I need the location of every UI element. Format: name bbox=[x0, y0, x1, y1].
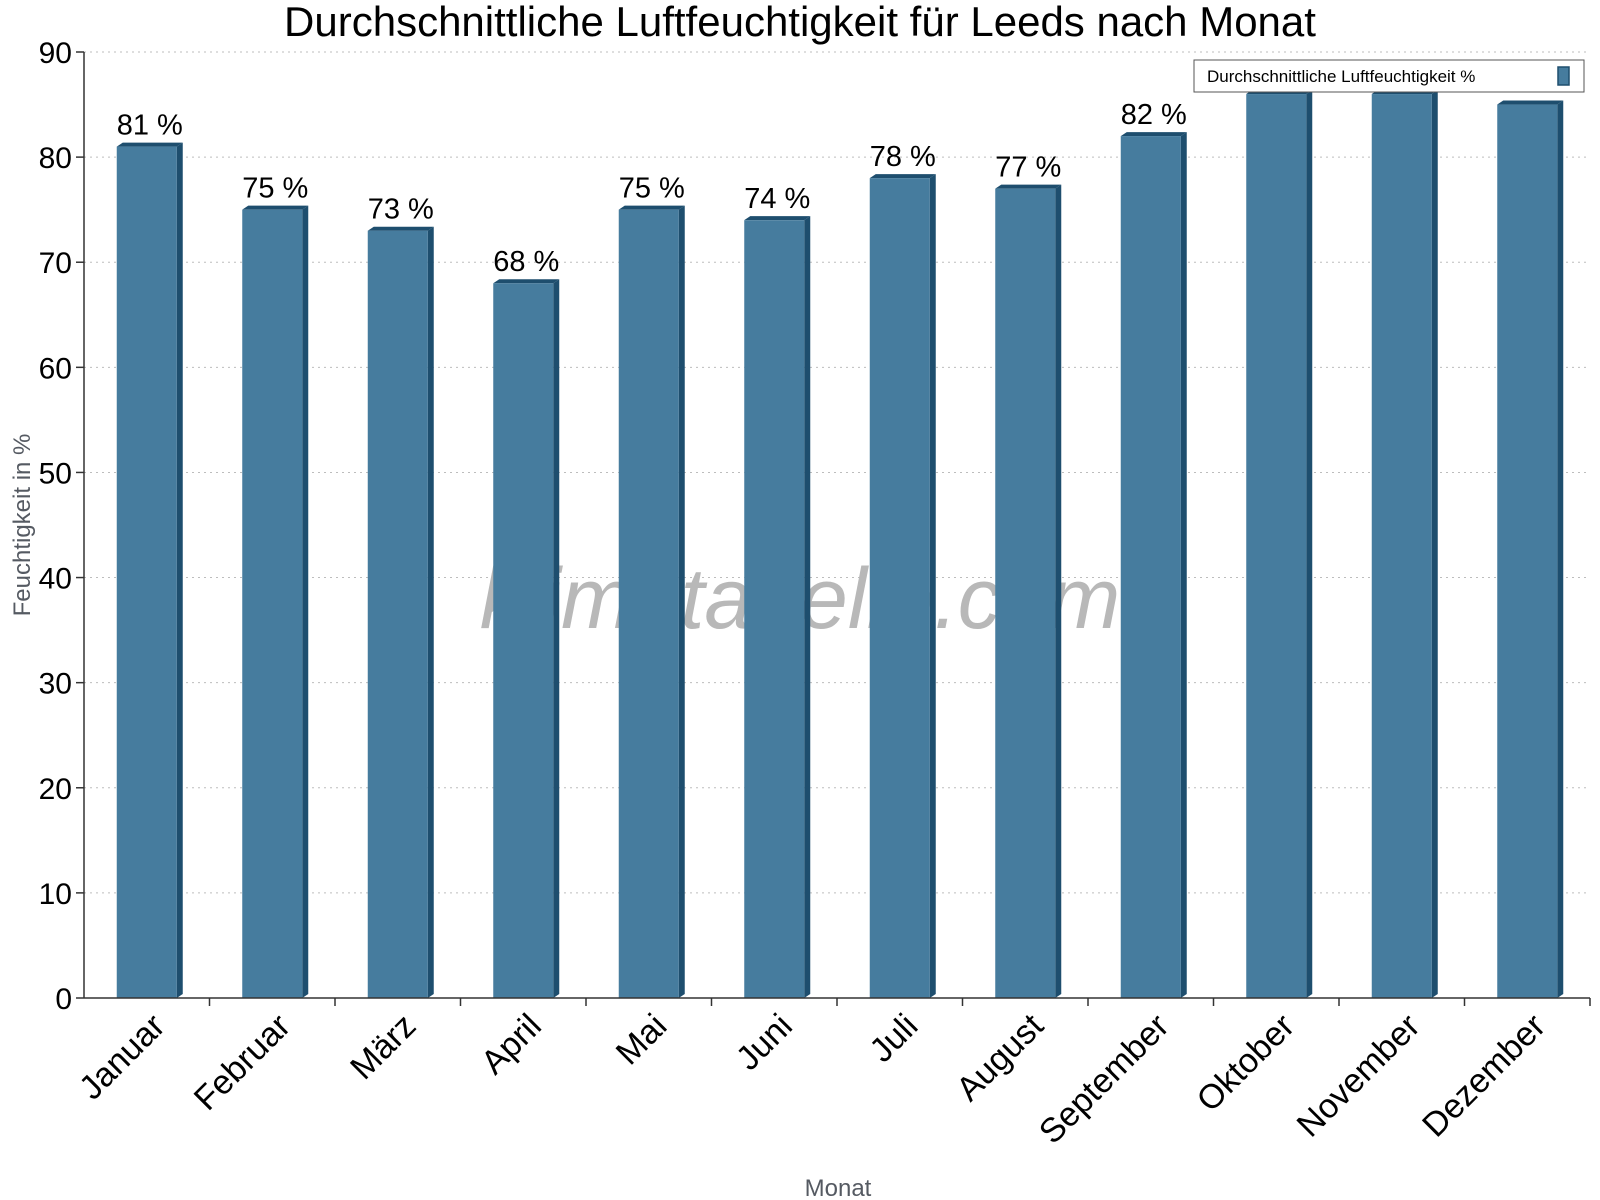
x-tick-label: August bbox=[949, 1006, 1051, 1108]
x-tick-label: Juni bbox=[729, 1007, 800, 1078]
bar-side bbox=[1180, 132, 1187, 999]
data-labels: 81 % 75 % 73 % 68 % 75 % 74 % 78 % 77 % 82 % bbox=[117, 99, 1187, 278]
grid-lines bbox=[84, 51, 1590, 894]
axes bbox=[83, 52, 1590, 999]
bar-top bbox=[242, 205, 309, 210]
bars bbox=[116, 90, 1564, 999]
bar-top bbox=[744, 216, 811, 221]
bar-side bbox=[1055, 184, 1062, 999]
x-tick-label: September bbox=[1032, 1007, 1176, 1151]
y-tick-label: 60 bbox=[39, 352, 72, 385]
x-tick-label: November bbox=[1290, 1007, 1428, 1145]
bar bbox=[1120, 136, 1181, 999]
legend-label: Durchschnittliche Luftfeuchtigkeit % bbox=[1207, 67, 1475, 86]
bar-top bbox=[493, 279, 560, 284]
bar-side bbox=[678, 205, 685, 998]
bar bbox=[1371, 94, 1432, 999]
bar-top bbox=[367, 226, 434, 231]
data-label: 74 % bbox=[744, 183, 810, 215]
bar-side bbox=[302, 205, 309, 998]
y-tick-label: 90 bbox=[39, 37, 72, 70]
bar-top bbox=[1120, 132, 1187, 137]
bar-side bbox=[1306, 90, 1313, 999]
data-label: 75 % bbox=[242, 173, 308, 205]
bar-side bbox=[553, 279, 560, 998]
x-tick-label: März bbox=[343, 1007, 423, 1087]
bar bbox=[995, 188, 1056, 999]
bar-top bbox=[995, 184, 1062, 189]
y-tick-label: 80 bbox=[39, 142, 72, 175]
legend-swatch bbox=[1557, 66, 1570, 86]
x-tick-label: Januar bbox=[72, 1007, 172, 1107]
bar bbox=[116, 146, 177, 999]
y-tick-label: 10 bbox=[39, 878, 72, 911]
bar-side bbox=[427, 226, 434, 998]
bar-top bbox=[618, 205, 685, 210]
data-label: 68 % bbox=[493, 246, 559, 278]
bar bbox=[1246, 94, 1307, 999]
y-axis-title: Feuchtigkeit in % bbox=[9, 434, 36, 617]
bar bbox=[493, 283, 554, 998]
bar bbox=[744, 220, 805, 998]
data-label: 81 % bbox=[117, 110, 183, 142]
y-tick-label: 40 bbox=[39, 563, 72, 596]
data-label: 78 % bbox=[870, 141, 936, 173]
data-label: 73 % bbox=[368, 194, 434, 226]
data-label: 82 % bbox=[1121, 99, 1187, 131]
y-tick-label: 30 bbox=[39, 668, 72, 701]
x-tick-label: Juli bbox=[862, 1007, 925, 1070]
bar-side bbox=[804, 216, 811, 998]
x-tick-label: Mai bbox=[609, 1007, 675, 1073]
bar-side bbox=[1431, 90, 1438, 999]
chart-title: Durchschnittliche Luftfeuchtigkeit für L… bbox=[284, 0, 1316, 45]
legend-box bbox=[1193, 59, 1585, 93]
data-label: 77 % bbox=[995, 152, 1061, 184]
legend: Durchschnittliche Luftfeuchtigkeit % bbox=[1193, 59, 1585, 93]
bar bbox=[1497, 104, 1558, 999]
x-tick-label: Dezember bbox=[1415, 1007, 1553, 1145]
bar bbox=[242, 209, 303, 998]
bar-side bbox=[1557, 100, 1564, 999]
data-label: 75 % bbox=[619, 173, 685, 205]
bar bbox=[618, 209, 679, 998]
y-tick-label: 20 bbox=[39, 773, 72, 806]
y-tick-label: 70 bbox=[39, 247, 72, 280]
bar-side bbox=[176, 142, 183, 999]
x-tick-label: April bbox=[474, 1007, 549, 1082]
bar-top bbox=[869, 174, 936, 179]
x-tick-labels: Januar Februar März April Mai Juni Juli AugustS… bbox=[72, 998, 1591, 1151]
y-tick-label: 0 bbox=[55, 983, 72, 1016]
x-tick-label: Februar bbox=[187, 1007, 298, 1118]
bar bbox=[367, 230, 428, 998]
bar bbox=[869, 178, 930, 999]
x-axis-title: Monat bbox=[805, 1175, 872, 1200]
y-tick-labels: 0 10 20 30 40 50 60 70 80 90 bbox=[39, 37, 84, 1016]
x-tick-label: Oktober bbox=[1190, 1007, 1302, 1119]
bar-top bbox=[116, 142, 183, 147]
y-tick-label: 50 bbox=[39, 457, 72, 490]
bar-top bbox=[1497, 100, 1564, 105]
bar-side bbox=[929, 174, 936, 999]
